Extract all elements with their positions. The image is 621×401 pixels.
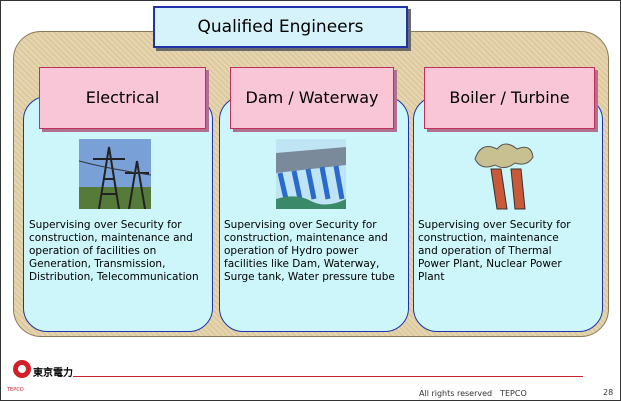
description: Supervising over Security for constructi… bbox=[224, 219, 395, 283]
logo-small: TEPCO bbox=[7, 387, 24, 393]
logo-mark bbox=[13, 360, 31, 378]
footer-line bbox=[73, 376, 583, 377]
heading: Electrical bbox=[39, 67, 206, 129]
card bbox=[413, 96, 603, 332]
rights: All rights reserved TEPCO bbox=[419, 389, 527, 398]
power-line-icon bbox=[79, 139, 151, 209]
card bbox=[23, 96, 213, 332]
logo-text: 東京電力 bbox=[33, 368, 73, 379]
title: Qualified Engineers bbox=[153, 6, 408, 48]
heading: Boiler / Turbine bbox=[424, 67, 595, 129]
card bbox=[219, 96, 409, 332]
description: Supervising over Security for constructi… bbox=[418, 219, 571, 283]
chimney-icon bbox=[474, 143, 534, 210]
page-number: 28 bbox=[603, 388, 614, 397]
dam-icon bbox=[276, 139, 346, 209]
description: Supervising over Security for constructi… bbox=[29, 219, 199, 283]
heading: Dam / Waterway bbox=[230, 67, 394, 129]
